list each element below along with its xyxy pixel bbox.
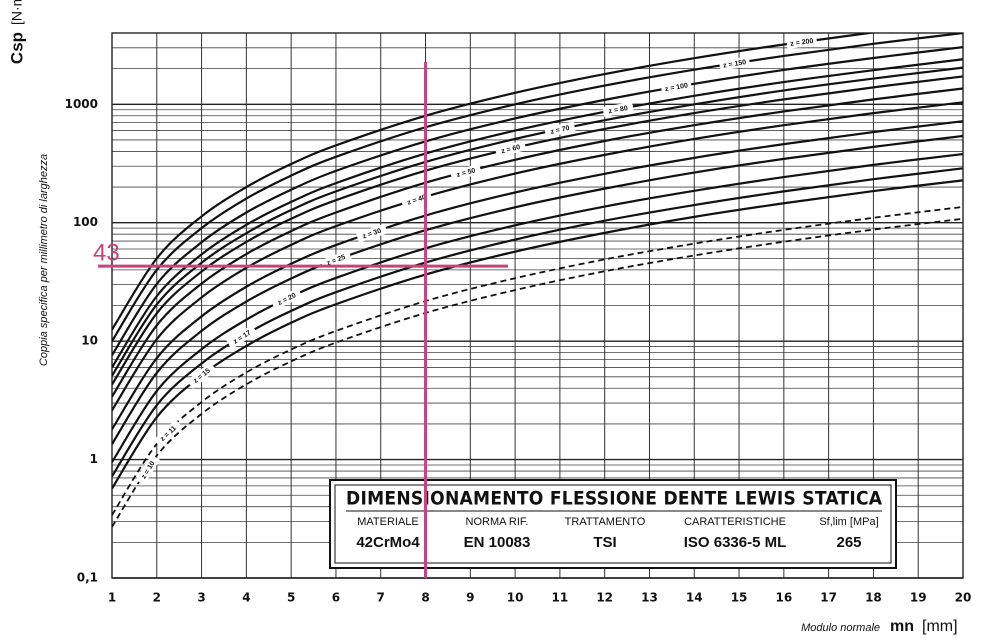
- curve-label-bg: [271, 287, 303, 310]
- curve: [112, 46, 963, 356]
- info-value: ISO 6336-5 ML: [684, 534, 787, 551]
- reading-marker: 43: [93, 62, 508, 578]
- x-tick-label: 8: [421, 591, 429, 605]
- x-tick-label: 4: [242, 591, 250, 605]
- curve: [112, 134, 963, 445]
- x-tick-label: 9: [466, 591, 474, 605]
- curve-label-bg: [153, 419, 183, 448]
- curve-label-bg: [355, 223, 388, 243]
- curve-label-text: z = 100: [664, 82, 688, 93]
- y-label-unit: [N·m/mm]: [9, 0, 25, 25]
- curve-label: z = 200: [786, 35, 818, 50]
- curve-label-bg: [544, 121, 576, 138]
- curve-label-bg: [186, 362, 217, 389]
- curve-label: z = 80: [602, 101, 634, 117]
- curve-label: z = 30: [355, 223, 388, 243]
- x-tick-label: 1: [108, 591, 116, 605]
- x-tick-label: 3: [197, 591, 205, 605]
- info-header: CARATTERISTICHE: [684, 516, 786, 528]
- curve-label-text: z = 150: [723, 59, 747, 69]
- info-value: 265: [836, 534, 861, 551]
- x-tick-label: 14: [686, 591, 703, 605]
- curve: [112, 206, 963, 516]
- curve-label-bg: [494, 140, 527, 158]
- y-tick-label: 100: [73, 215, 98, 229]
- x-tick-label: 16: [775, 591, 792, 605]
- info-title: DIMENSIONAMENTO FLESSIONE DENTE LEWIS ST…: [346, 488, 883, 510]
- x-label-text: Modulo normale: [801, 622, 880, 634]
- curve-label-text: z = 60: [501, 144, 521, 155]
- curve-label-text: z = 80: [608, 105, 628, 115]
- info-header: Sf,lim [MPa]: [819, 516, 878, 528]
- x-tick-label: 5: [287, 591, 295, 605]
- curve: [112, 120, 963, 430]
- curve-label-bg: [450, 163, 482, 181]
- curve-labels: z = 10z = 11z = 15z = 17z = 20z = 25z = …: [135, 35, 818, 486]
- x-label-symbol: mn: [890, 618, 914, 635]
- info-header: MATERIALE: [357, 516, 419, 528]
- x-tick-label: 13: [641, 591, 658, 605]
- x-tick-label: 10: [507, 591, 524, 605]
- x-tick-label: 7: [377, 591, 385, 605]
- curve-label-bg: [226, 324, 258, 350]
- curve-label-bg: [718, 56, 751, 71]
- info-columns: MATERIALE 42CrMo4 NORMA RIF. EN 10083 TRATTA…: [356, 516, 878, 551]
- y-tick-label: 10: [81, 334, 98, 348]
- curve-label-bg: [660, 79, 692, 95]
- curve: [112, 33, 878, 331]
- x-tick-label: 17: [820, 591, 837, 605]
- x-tick-label: 12: [596, 591, 613, 605]
- curve-label-text: z = 50: [456, 167, 476, 179]
- marker-label: 43: [93, 239, 120, 266]
- curve-label: z = 70: [544, 121, 576, 138]
- x-tick-label: 18: [865, 591, 882, 605]
- curve-label: z = 100: [660, 79, 692, 95]
- curve: [112, 152, 963, 463]
- x-tick-label: 19: [910, 591, 927, 605]
- x-tick-label: 2: [153, 591, 161, 605]
- info-value: EN 10083: [464, 534, 531, 551]
- curve-label-text: z = 200: [790, 38, 814, 48]
- curve-label: z = 20: [271, 287, 303, 310]
- curve-label-bg: [135, 454, 161, 486]
- x-tick-label: 15: [731, 591, 748, 605]
- curve-label: z = 50: [450, 163, 482, 181]
- y-tick-label: 1000: [65, 97, 98, 111]
- plot-frame: [111, 32, 964, 579]
- curve: [112, 58, 963, 369]
- info-header: TRATTAMENTO: [565, 516, 646, 528]
- curve: [112, 75, 963, 386]
- y-label-text: Coppia specifica per millimetro di largh…: [38, 154, 50, 366]
- y-tick-label: 1: [90, 452, 98, 466]
- x-tick-label: 6: [332, 591, 340, 605]
- y-label-symbol: Csp: [7, 32, 26, 64]
- x-label-unit: [mm]: [922, 618, 958, 635]
- curve-label-bg: [786, 35, 818, 50]
- curve-label-text: z = 30: [362, 228, 383, 241]
- x-tick-label: 11: [552, 591, 569, 605]
- curve-label-bg: [602, 101, 634, 117]
- curve: [112, 167, 963, 478]
- curves: [112, 33, 963, 528]
- curve-label-text: z = 70: [550, 125, 570, 136]
- curve: [112, 101, 963, 412]
- curve-label: z = 60: [494, 140, 527, 158]
- info-value: TSI: [593, 534, 616, 551]
- info-box: DIMENSIONAMENTO FLESSIONE DENTE LEWIS ST…: [329, 479, 897, 569]
- curve: [112, 33, 963, 342]
- curve-label: z = 150: [718, 56, 751, 71]
- curve: [112, 66, 963, 377]
- y-tick-label: 0,1: [77, 571, 98, 585]
- curve: [112, 217, 963, 528]
- info-value: 42CrMo4: [356, 534, 420, 551]
- curve-label: z = 40: [400, 190, 433, 210]
- info-box-inner: [334, 484, 892, 564]
- info-header: NORMA RIF.: [466, 516, 529, 528]
- x-tick-label: 20: [955, 591, 972, 605]
